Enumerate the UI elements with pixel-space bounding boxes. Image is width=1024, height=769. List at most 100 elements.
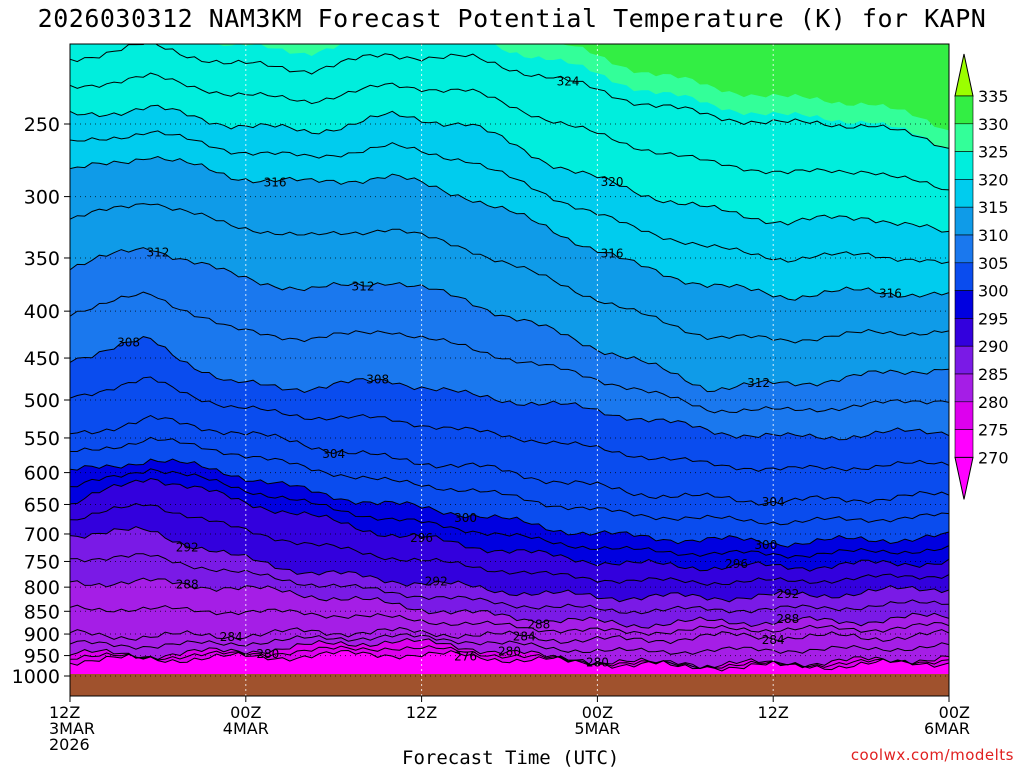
colorbar: 335 330 325 320 315 310 305 300 295 290 285 280 275 2…	[954, 53, 1009, 500]
y-tick-label: 750	[24, 551, 60, 573]
y-tick-label: 950	[24, 646, 60, 668]
colorbar-label: 290	[978, 337, 1009, 356]
contour-label: 284	[762, 633, 785, 647]
colorbar-label: 320	[978, 170, 1009, 189]
contour-label: 304	[322, 447, 345, 461]
isentrope-310	[70, 291, 949, 414]
contour-label: 300	[454, 511, 477, 525]
y-tick-label: 500	[24, 390, 60, 412]
colorbar-label: 305	[978, 254, 1009, 273]
isentrope-318	[70, 130, 949, 265]
x-tick-label: 3MAR	[49, 719, 95, 738]
colorbar-swatch	[954, 234, 974, 264]
isentrope-280	[70, 637, 949, 670]
contour-label: 320	[601, 175, 624, 189]
x-tick-label: 12Z	[49, 703, 80, 722]
isentrope-308	[70, 336, 949, 441]
plot-frame	[69, 43, 950, 697]
isentrope-286	[70, 604, 949, 636]
x-tick-label: 00Z	[230, 703, 261, 722]
isentrope-312	[70, 247, 949, 393]
x-tick-label: 4MAR	[223, 719, 269, 738]
x-tick-label: 2026	[49, 735, 90, 754]
contour-label: 292	[176, 541, 199, 555]
isentrope-294	[70, 502, 949, 586]
colorbar-swatch	[954, 179, 974, 208]
contour-label: 308	[366, 373, 389, 387]
contour-label: 300	[754, 538, 777, 552]
y-tick-label: 550	[24, 428, 60, 450]
contour-label: 312	[146, 245, 169, 259]
theta-band-warm-1	[70, 44, 949, 131]
isentrope-298	[70, 468, 949, 559]
contour-label: 324	[557, 74, 580, 88]
isentrope-302	[70, 436, 949, 526]
contour-label: 292	[425, 575, 448, 589]
colorbar-bottom-arrow	[954, 456, 974, 500]
contour-label: 296	[410, 531, 433, 545]
contour-label: 280	[256, 647, 279, 661]
credit-link[interactable]: coolwx.com/modelts	[850, 746, 1014, 764]
contour-label: 284	[220, 630, 243, 644]
isentrope-282	[70, 633, 949, 655]
isentrope-lines	[70, 44, 949, 672]
isentrope-284	[70, 626, 949, 645]
colorbar-top-arrow	[954, 53, 974, 97]
colorbar-swatch	[954, 373, 974, 403]
y-tick-label: 850	[24, 601, 60, 623]
isentrope-296	[70, 477, 949, 572]
y-tick-label: 300	[24, 187, 60, 209]
y-tick-label: 450	[24, 348, 60, 370]
contour-label: 288	[776, 612, 799, 626]
contour-label: 316	[264, 175, 287, 189]
y-tick-label: 650	[24, 494, 60, 516]
isentrope-300	[70, 458, 949, 548]
contour-labels: 324 320 316 316 316 312 312 312 308 308 304 304 300 3…	[117, 74, 902, 669]
contour-label: 312	[747, 376, 770, 390]
isentrope-324	[70, 44, 949, 149]
contour-label: 316	[879, 286, 902, 300]
colorbar-swatch	[954, 290, 974, 319]
x-tick-label: 6MAR	[924, 719, 970, 738]
y-tick-label: 350	[24, 248, 60, 270]
colorbar-label: 285	[978, 365, 1009, 384]
contour-label: 288	[176, 578, 199, 592]
colorbar-swatch	[954, 429, 974, 458]
isentrope-292	[70, 526, 949, 603]
x-tick-label: 00Z	[939, 703, 970, 722]
isentrope-314	[70, 203, 949, 344]
contour-label: 308	[117, 336, 140, 350]
x-axis-title: Forecast Time (UTC)	[402, 747, 620, 769]
isentrope-278	[70, 645, 949, 670]
contour-label: 288	[527, 617, 550, 631]
colorbar-label: 270	[978, 448, 1009, 467]
chart-title: 2026030312 NAM3KM Forecast Potential Tem…	[37, 4, 987, 33]
y-tick-label: 250	[24, 114, 60, 136]
colorbar-swatch	[954, 123, 974, 152]
colorbar-swatch	[954, 345, 974, 375]
colorbar-swatch	[954, 206, 974, 236]
contour-label: 292	[776, 587, 799, 601]
isentrope-306	[70, 376, 949, 472]
x-tick-label: 12Z	[758, 703, 789, 722]
isentrope-276	[70, 649, 949, 672]
colorbar-label: 310	[978, 226, 1009, 245]
colorbar-label: 280	[978, 393, 1009, 412]
isentrope-316	[70, 155, 949, 301]
colorbar-swatch	[954, 262, 974, 291]
colorbar-label: 295	[978, 309, 1009, 328]
theta-fill-bands	[70, 44, 949, 696]
isentrope-320	[70, 104, 949, 233]
colorbar-swatch	[954, 95, 974, 125]
y-tick-label: 900	[24, 624, 60, 646]
contour-label: 280	[586, 655, 609, 669]
contour-label: 304	[762, 495, 785, 509]
colorbar-label: 325	[978, 143, 1009, 162]
contour-label: 276	[454, 649, 477, 663]
contour-label: 316	[601, 246, 624, 260]
colorbar-label: 275	[978, 421, 1009, 440]
colorbar-swatch	[954, 318, 974, 347]
isentrope-304	[70, 414, 949, 506]
